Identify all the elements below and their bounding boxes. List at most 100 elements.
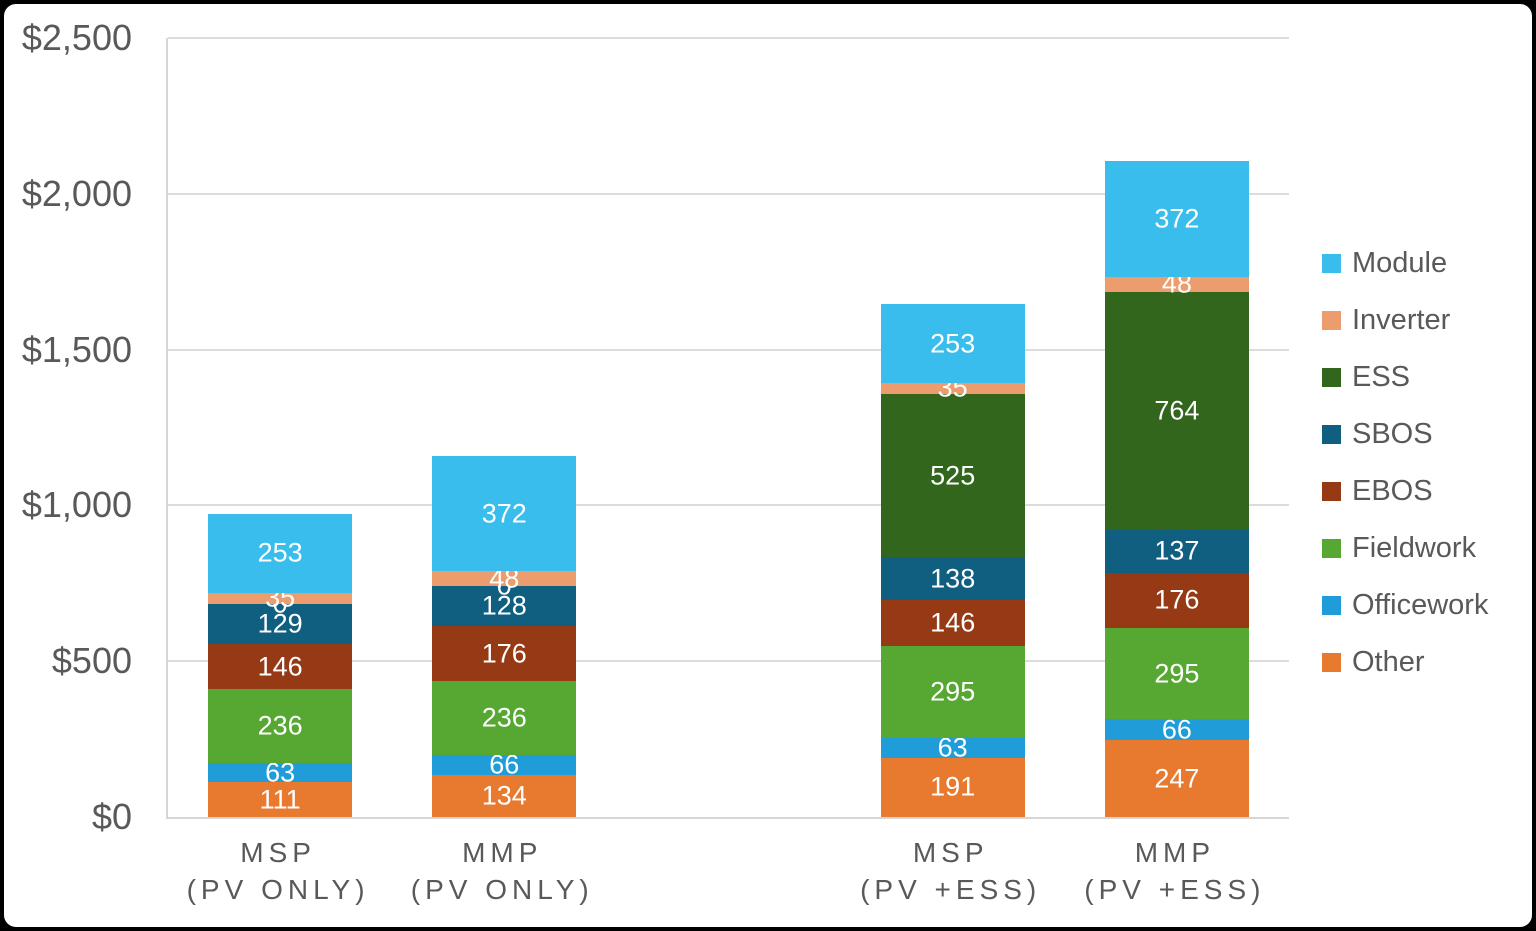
- bar-segment-ess: 525: [880, 393, 1025, 558]
- legend-label: Inverter: [1352, 304, 1451, 336]
- bar-segment-ebos: 146: [208, 643, 353, 690]
- bar-segment-officework: 63: [880, 734, 1025, 761]
- category-label-line1: MSP: [240, 837, 316, 868]
- legend-label: ESS: [1352, 361, 1411, 393]
- y-tick-label: $1,500: [21, 328, 132, 370]
- segment-data-label: 63: [937, 732, 968, 763]
- legend-item-sbos: SBOS: [1322, 406, 1488, 463]
- gridline: [168, 348, 1289, 351]
- bar-segment-ebos: 176: [1104, 572, 1249, 628]
- legend-swatch: [1322, 311, 1341, 330]
- bar-segment-inverter: 48: [1104, 270, 1249, 297]
- segment-data-label: 137: [1154, 535, 1200, 566]
- category-label-line1: MSP: [912, 837, 989, 868]
- y-tick-label: $0: [91, 796, 132, 837]
- segment-data-label: 372: [1154, 203, 1200, 234]
- gridline: [168, 192, 1289, 195]
- bar-segment-officework: 66: [1104, 714, 1249, 745]
- legend-swatch: [1322, 539, 1341, 558]
- segment-data-label: 525: [930, 460, 976, 491]
- segment-data-label: 295: [1154, 658, 1200, 689]
- bar-segment-other: 111: [208, 782, 353, 817]
- gridline: [168, 37, 1289, 39]
- segment-data-label: 66: [1161, 714, 1192, 745]
- legend-item-officework: Officework: [1322, 577, 1488, 634]
- segment-data-label: 236: [257, 710, 303, 741]
- category-label-line2: (PV ONLY): [410, 874, 594, 905]
- y-tick-label: $1,000: [21, 484, 132, 526]
- bar-segment-ebos: 146: [880, 600, 1025, 646]
- bar-segment-fieldwork: 295: [880, 645, 1025, 738]
- category-label: MSP (PV ONLY): [166, 834, 390, 908]
- bar-segment-module: 372: [1104, 161, 1249, 277]
- segment-data-label: 128: [481, 590, 527, 621]
- legend-label: Fieldwork: [1352, 532, 1477, 564]
- segment-data-label: 146: [257, 651, 303, 681]
- segment-data-label: 63: [265, 757, 296, 788]
- bar-segment-sbos: 128: [432, 586, 577, 627]
- category-label-line1: MMP: [462, 837, 543, 868]
- legend-swatch: [1322, 254, 1341, 273]
- bar-segment-module: 372: [432, 455, 577, 572]
- bar-segment-officework: 66: [432, 751, 577, 778]
- legend-swatch: [1322, 482, 1341, 501]
- legend-item-inverter: Inverter: [1322, 292, 1488, 349]
- segment-data-label: 134: [481, 780, 527, 811]
- bar-segment-officework: 63: [208, 759, 353, 786]
- segment-data-label: 129: [257, 608, 303, 639]
- stacked-bar: 191 63 295 146 138 525 35 253: [880, 38, 1025, 817]
- plot-area: 1116323614612903525313466236176128048372…: [166, 37, 1289, 819]
- stacked-bar: 11163236146129035253: [208, 38, 353, 817]
- segment-data-label: 176: [481, 638, 527, 669]
- legend-item-other: Other: [1322, 634, 1488, 691]
- legend-swatch: [1322, 368, 1341, 387]
- segment-data-label: 66: [489, 749, 520, 780]
- y-tick-label: $2,500: [21, 17, 132, 58]
- bar-segment-sbos: 129: [208, 603, 353, 644]
- category-label-line1: MMP: [1134, 837, 1216, 868]
- segment-data-label: 764: [1154, 395, 1200, 426]
- legend: Module Inverter ESS SBOS EBOS Fieldwork Office…: [1322, 235, 1488, 691]
- category-label: MSP (PV +ESS): [839, 834, 1063, 908]
- bar-segment-sbos: 137: [1104, 530, 1249, 573]
- segment-data-label: 236: [481, 702, 527, 733]
- segment-data-label: 111: [259, 784, 301, 815]
- legend-item-fieldwork: Fieldwork: [1322, 520, 1488, 577]
- bar-segment-fieldwork: 236: [432, 681, 577, 755]
- bar-segment-ess: 764: [1104, 291, 1249, 531]
- bar-segment-inverter: 48: [432, 565, 577, 592]
- legend-item-ess: ESS: [1322, 349, 1488, 406]
- bar-segment-inverter: 35: [208, 584, 353, 611]
- legend-label: EBOS: [1352, 475, 1433, 507]
- legend-label: Other: [1352, 646, 1425, 678]
- category-label: MMP (PV ONLY): [390, 834, 614, 908]
- legend-swatch: [1322, 596, 1341, 615]
- bar-segment-ebos: 176: [432, 626, 577, 682]
- segment-data-label: 372: [481, 498, 527, 529]
- segment-data-label: 146: [930, 607, 976, 638]
- y-tick-label: $500: [51, 640, 132, 682]
- category-label-line2: (PV ONLY): [186, 874, 370, 905]
- gridline: [168, 504, 1289, 507]
- bar-segment-module: 253: [208, 513, 353, 593]
- legend-swatch: [1322, 425, 1341, 444]
- bar-segment-other: 134: [432, 775, 577, 817]
- legend-label: SBOS: [1352, 418, 1433, 450]
- stacked-bar: 13466236176128048372: [432, 38, 577, 817]
- bar-segment-sbos: 138: [880, 557, 1025, 601]
- segment-data-label: 191: [930, 771, 976, 802]
- category-label: MMP (PV +ESS): [1063, 834, 1287, 908]
- segment-data-label: 247: [1154, 763, 1200, 794]
- bar-segment-other: 247: [1104, 740, 1249, 817]
- segment-data-label: 253: [257, 537, 303, 568]
- legend-label: Module: [1352, 247, 1448, 279]
- legend-swatch: [1322, 653, 1341, 672]
- stacked-bar: 247 66 295 176 137 764 48 372: [1104, 38, 1249, 817]
- bar-segment-fieldwork: 295: [1104, 627, 1249, 720]
- legend-item-ebos: EBOS: [1322, 463, 1488, 520]
- legend-item-module: Module: [1322, 235, 1488, 292]
- legend-label: Officework: [1352, 589, 1489, 621]
- segment-data-label: 253: [930, 328, 976, 359]
- segment-data-label: 295: [930, 676, 976, 707]
